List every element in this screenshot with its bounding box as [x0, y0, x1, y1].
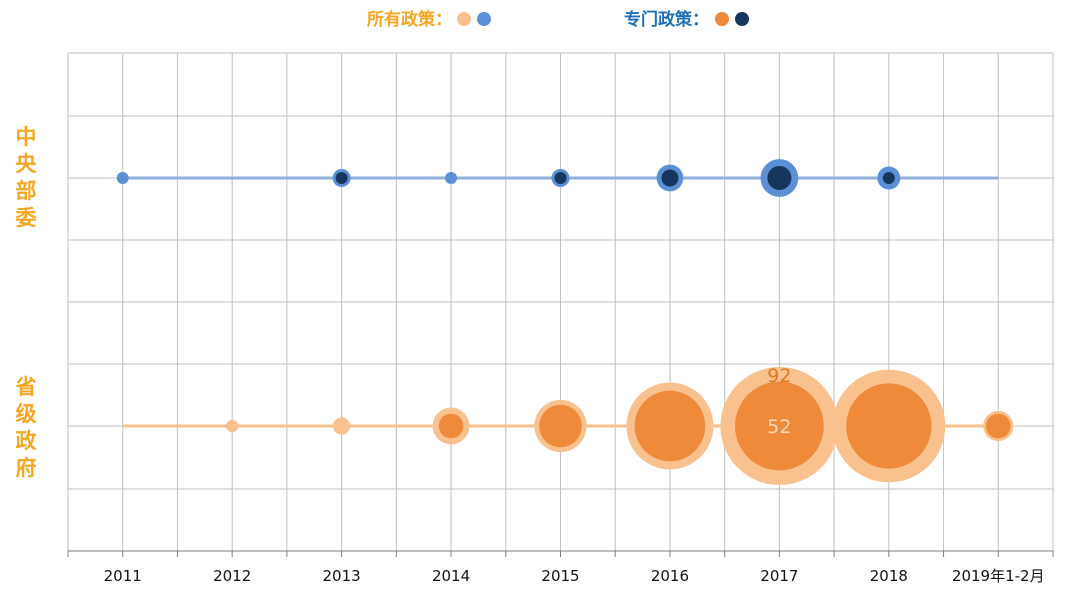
- x-tick-label: 2014: [432, 567, 470, 585]
- row-label-provincial-char: 省: [15, 375, 37, 399]
- row-label-central-char: 央: [16, 152, 38, 176]
- legend-special-policies-central-swatch: [735, 12, 749, 26]
- central-special-bubble: [554, 172, 567, 184]
- central-special-bubble: [767, 166, 792, 190]
- provincial-special-bubble: [634, 390, 706, 462]
- provincial-all-bubble: [226, 419, 239, 433]
- legend-all-policies-provincial-swatch: [457, 12, 471, 26]
- x-tick-label: 2011: [104, 567, 142, 585]
- x-tick-label: 2018: [870, 567, 908, 585]
- provincial-all-bubble: [332, 417, 351, 435]
- central-all-bubble: [445, 172, 458, 184]
- legend: 所有政策： 专门政策：: [367, 9, 749, 30]
- row-label-central-char: 部: [16, 179, 37, 203]
- x-axis-ticks: 2011 2012 2013 2014 2015 2016 2017 2018 2019年1-2…: [104, 567, 1045, 585]
- provincial-special-bubble: [539, 404, 582, 448]
- x-tick-label: 2019年1-2月: [952, 567, 1045, 585]
- legend-special-policies-provincial-swatch: [715, 12, 729, 26]
- row-label-provincial-char: 府: [16, 456, 37, 480]
- legend-all-policies-central-swatch: [477, 12, 491, 26]
- legend-all-policies-label: 所有政策：: [367, 9, 452, 30]
- provincial-special-bubble: [735, 381, 824, 471]
- row-label-provincial: 省 级 政 府: [15, 375, 38, 480]
- data-labels: 92 52: [767, 365, 791, 438]
- x-tick-label: 2017: [760, 567, 798, 585]
- central-special-bubble: [661, 169, 679, 187]
- provincial-special-bubble: [846, 383, 932, 469]
- provincial-special-bubble: [985, 413, 1011, 439]
- provincial-special-bubble: [438, 413, 464, 439]
- data-label: 92: [767, 365, 791, 387]
- x-tick-label: 2015: [541, 567, 579, 585]
- central-special-bubble: [335, 172, 348, 184]
- chart-grid: [67, 52, 1054, 557]
- row-label-central-char: 中: [16, 125, 37, 149]
- row-label-provincial-char: 政: [16, 429, 38, 453]
- x-tick-label: 2013: [323, 567, 361, 585]
- row-label-central-char: 委: [15, 206, 37, 230]
- data-label: 52: [767, 416, 791, 438]
- series-bubbles: [116, 159, 1014, 485]
- row-label-provincial-char: 级: [16, 402, 37, 426]
- row-label-central: 中 央 部 委: [15, 125, 38, 230]
- central-special-bubble: [882, 172, 895, 184]
- x-tick-label: 2016: [651, 567, 689, 585]
- x-tick-label: 2012: [213, 567, 251, 585]
- legend-special-policies-label: 专门政策：: [624, 9, 709, 30]
- central-all-bubble: [116, 172, 129, 184]
